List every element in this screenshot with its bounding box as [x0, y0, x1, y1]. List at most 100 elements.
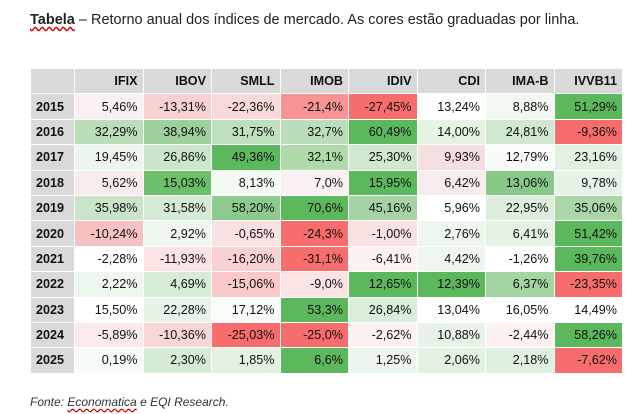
- table-cell: 15,95%: [348, 169, 418, 196]
- header-row: IFIX IBOV SMLL IMOB IDIV CDI IMA-B IVVB11: [30, 67, 623, 95]
- table-row: 2022 2,22% 4,69% -15,06% -9,0% 12,65% 12,39% 6,…: [30, 271, 623, 298]
- table-cell: 2,92%: [142, 220, 212, 247]
- table-row: 2024 -5,89% -10,36% -25,03% -25,0% -2,62% 10,8…: [30, 321, 623, 349]
- table-cell: -31,1%: [279, 245, 349, 273]
- table-cell: 58,26%: [553, 321, 623, 349]
- table-cell: -2,44%: [485, 321, 555, 349]
- table-cell: -13,31%: [142, 93, 212, 120]
- table-cell: 5,96%: [416, 194, 486, 222]
- table-cell: 35,06%: [553, 194, 623, 222]
- table-cell: 2,76%: [416, 220, 486, 247]
- table-cell: 12,39%: [416, 271, 486, 298]
- table-cell: 32,1%: [279, 144, 349, 171]
- table-cell: 2,30%: [142, 347, 212, 374]
- table-cell: 31,75%: [211, 118, 281, 146]
- table-cell: -22,36%: [211, 93, 281, 120]
- table-cell: 4,42%: [416, 245, 486, 273]
- table-cell: 14,49%: [553, 296, 623, 323]
- table-cell: -11,93%: [142, 245, 212, 273]
- row-year: 2021: [30, 245, 75, 273]
- row-year: 2019: [30, 194, 75, 222]
- table-cell: 45,16%: [348, 194, 418, 222]
- table-cell: 8,13%: [211, 169, 281, 196]
- table-cell: 26,84%: [348, 296, 418, 323]
- header-corner: [30, 67, 75, 95]
- table-cell: 9,93%: [416, 144, 486, 171]
- table-cell: 38,94%: [142, 118, 212, 146]
- returns-table: IFIX IBOV SMLL IMOB IDIV CDI IMA-B IVVB11 2015 5…: [30, 67, 623, 374]
- caption-label: Tabela: [30, 12, 75, 28]
- table-cell: -10,24%: [74, 220, 144, 247]
- table-row: 2018 5,62% 15,03% 8,13% 7,0% 15,95% 6,42% 13,06…: [30, 169, 623, 196]
- table-cell: 4,69%: [142, 271, 212, 298]
- table-cell: 6,41%: [485, 220, 555, 247]
- row-year: 2024: [30, 321, 75, 349]
- table-row: 2021 -2,28% -11,93% -16,20% -31,1% -6,41% 4,42…: [30, 245, 623, 273]
- table-cell: -21,4%: [279, 93, 349, 120]
- table-cell: -24,3%: [279, 220, 349, 247]
- table-body: 2015 5,46% -13,31% -22,36% -21,4% -27,45% 13,2…: [30, 93, 623, 374]
- row-year: 2016: [30, 118, 75, 146]
- source-name: Economatica: [67, 395, 137, 409]
- table-row: 2019 35,98% 31,58% 58,20% 70,6% 45,16% 5,96% 22…: [30, 194, 623, 222]
- table-cell: 49,36%: [211, 144, 281, 171]
- row-year: 2018: [30, 169, 75, 196]
- table-cell: 25,30%: [348, 144, 418, 171]
- table-cell: 2,18%: [485, 347, 555, 374]
- source-note: Fonte: Economatica e EQI Research.: [30, 395, 229, 409]
- table-cell: 7,0%: [279, 169, 349, 196]
- table-cell: 1,25%: [348, 347, 418, 374]
- row-year: 2025: [30, 347, 75, 374]
- table-cell: -23,35%: [553, 271, 623, 298]
- table-cell: 60,49%: [348, 118, 418, 146]
- table-caption: Tabela – Retorno anual dos índices de me…: [30, 9, 630, 31]
- table-row: 2023 15,50% 22,28% 17,12% 53,3% 26,84% 13,04% 1…: [30, 296, 623, 323]
- table-cell: 6,37%: [485, 271, 555, 298]
- table-cell: 6,42%: [416, 169, 486, 196]
- row-year: 2020: [30, 220, 75, 247]
- table-cell: -25,03%: [211, 321, 281, 349]
- table-cell: 14,00%: [416, 118, 486, 146]
- column-header: IMOB: [279, 67, 349, 95]
- table-cell: 51,42%: [553, 220, 623, 247]
- table-cell: 2,06%: [416, 347, 486, 374]
- table-row: 2017 19,45% 26,86% 49,36% 32,1% 25,30% 9,93% 12…: [30, 144, 623, 171]
- table-row: 2015 5,46% -13,31% -22,36% -21,4% -27,45% 13,2…: [30, 93, 623, 120]
- column-header: SMLL: [211, 67, 281, 95]
- table-cell: 9,78%: [553, 169, 623, 196]
- column-header: IMA-B: [485, 67, 555, 95]
- table-cell: 22,28%: [142, 296, 212, 323]
- table-cell: 13,24%: [416, 93, 486, 120]
- row-year: 2015: [30, 93, 75, 120]
- column-header: CDI: [416, 67, 486, 95]
- table-cell: -7,62%: [553, 347, 623, 374]
- table-row: 2020 -10,24% 2,92% -0,65% -24,3% -1,00% 2,76% 6…: [30, 220, 623, 247]
- column-header: IBOV: [142, 67, 212, 95]
- table-cell: -2,62%: [348, 321, 418, 349]
- table-cell: 16,05%: [485, 296, 555, 323]
- table-cell: 0,19%: [74, 347, 144, 374]
- table-cell: -6,41%: [348, 245, 418, 273]
- caption-text: – Retorno anual dos índices de mercado. …: [74, 12, 580, 28]
- table-cell: 5,46%: [74, 93, 144, 120]
- column-header: IFIX: [74, 67, 144, 95]
- table-cell: 39,76%: [553, 245, 623, 273]
- table-cell: 24,81%: [485, 118, 555, 146]
- table-cell: -1,00%: [348, 220, 418, 247]
- table-cell: 12,65%: [348, 271, 418, 298]
- row-year: 2023: [30, 296, 75, 323]
- table-cell: -15,06%: [211, 271, 281, 298]
- table-cell: 13,06%: [485, 169, 555, 196]
- table-cell: 13,04%: [416, 296, 486, 323]
- column-header: IDIV: [348, 67, 418, 95]
- table-row: 2025 0,19% 2,30% 1,85% 6,6% 1,25% 2,06% 2,18% -7…: [30, 347, 623, 374]
- table-cell: 22,95%: [485, 194, 555, 222]
- source-suffix: e EQI Research.: [136, 395, 229, 409]
- table-cell: 6,6%: [279, 347, 349, 374]
- table-cell: 5,62%: [74, 169, 144, 196]
- source-prefix: Fonte:: [30, 395, 68, 409]
- table-cell: -9,0%: [279, 271, 349, 298]
- table-cell: 17,12%: [211, 296, 281, 323]
- table-cell: 32,7%: [279, 118, 349, 146]
- table-cell: -10,36%: [142, 321, 212, 349]
